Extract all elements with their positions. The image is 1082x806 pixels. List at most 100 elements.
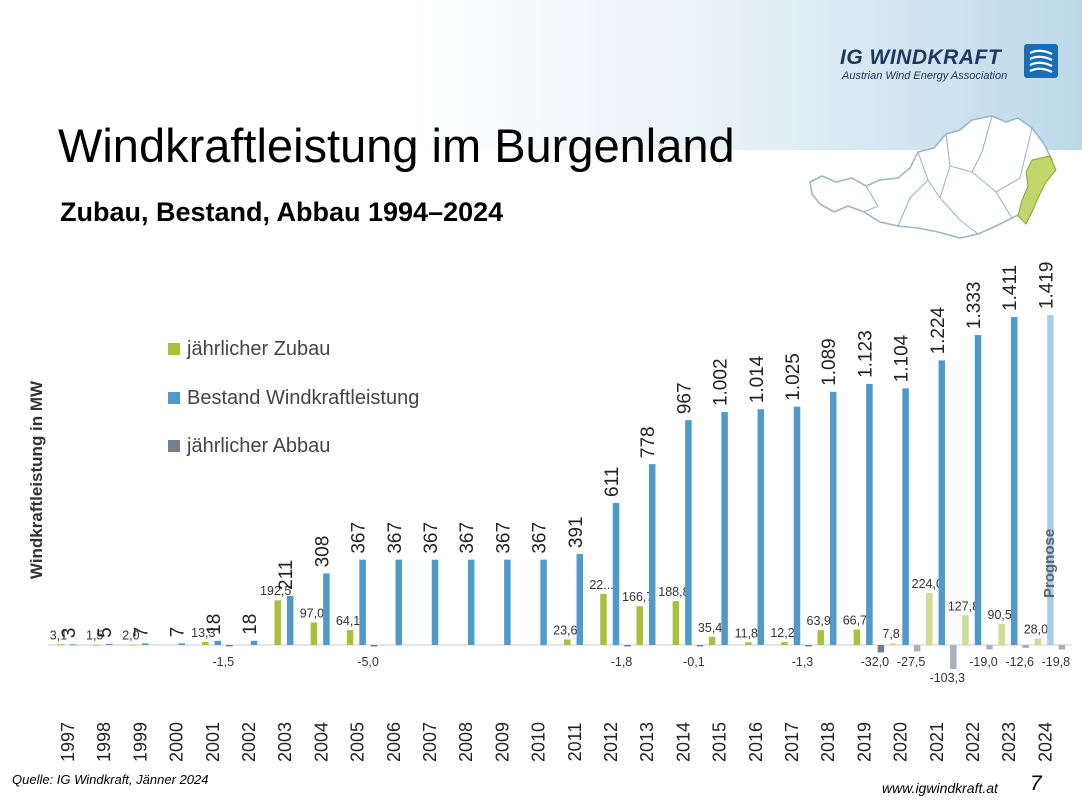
bar-bestand-2010 [540, 559, 547, 645]
legend-label-0: jährlicher Zubau [186, 338, 330, 360]
austria-map-icon [800, 108, 1062, 248]
legend-swatch-0 [168, 343, 180, 355]
label-zubau-2019: 66,7 [843, 613, 867, 627]
bar-bestand-2020 [902, 388, 909, 645]
bar-zubau-2022 [962, 615, 969, 645]
wind-logo-icon [1024, 44, 1058, 78]
label-bestand-2007: 367 [421, 522, 442, 554]
bar-bestand-1999 [142, 643, 149, 645]
header-gradient-background [0, 0, 1082, 150]
x-tick-2021: 2021 [927, 722, 947, 762]
x-tick-2005: 2005 [348, 722, 368, 762]
label-zubau-2022: 127,8 [948, 599, 979, 613]
page-title: Windkraftleistung im Burgenland [58, 119, 735, 172]
label-abbau-2019: -32,0 [861, 655, 890, 669]
label-bestand-2022: 1.333 [964, 282, 985, 330]
label-zubau-2015: 35,4 [698, 621, 722, 635]
label-zubau-2018: 63,9 [807, 614, 831, 628]
x-tick-2001: 2001 [203, 722, 223, 762]
bar-zubau-2021 [926, 592, 933, 645]
bar-zubau-2003 [274, 600, 281, 645]
bar-bestand-2005 [359, 559, 366, 645]
label-abbau-2017: -1,3 [792, 655, 814, 669]
bar-bestand-2007 [431, 559, 439, 645]
bar-abbau-2021 [950, 645, 957, 670]
label-bestand-2002: 18 [240, 614, 261, 635]
label-bestand-2005: 367 [349, 522, 370, 554]
bar-bestand-2018 [829, 391, 837, 645]
label-zubau-2017: 12,2 [770, 626, 794, 640]
legend-swatch-1 [168, 392, 180, 404]
label-bestand-2017: 1.025 [783, 353, 804, 401]
label-zubau-2020: 7,8 [882, 627, 899, 641]
bar-bestand-2002 [250, 640, 258, 645]
x-tick-2007: 2007 [420, 722, 440, 762]
x-tick-2004: 2004 [311, 722, 331, 762]
label-abbau-2023: -12,6 [1005, 655, 1034, 669]
bar-zubau-2017 [781, 642, 788, 645]
bar-bestand-1998 [105, 643, 113, 645]
bar-zubau-1998 [93, 644, 100, 646]
label-zubau-2005: 64,1 [336, 614, 360, 628]
x-tick-2018: 2018 [818, 722, 838, 762]
label-abbau-2022: -19,0 [969, 655, 998, 669]
bar-zubau-2023 [998, 623, 1005, 645]
bar-zubau-2024 [1034, 638, 1042, 645]
bar-bestand-2011 [576, 554, 584, 645]
label-bestand-1998: 5 [95, 627, 116, 638]
label-bestand-2011: 391 [566, 516, 587, 548]
bar-bestand-2024 [1047, 315, 1054, 645]
label-abbau-2021: -103,3 [930, 671, 965, 685]
x-tick-2023: 2023 [999, 722, 1019, 762]
bar-bestand-2008 [467, 559, 475, 645]
label-bestand-2015: 1.002 [711, 358, 732, 406]
prognose-annotation: Prognose [1041, 529, 1058, 598]
bar-zubau-2016 [745, 642, 752, 645]
x-tick-2008: 2008 [456, 722, 476, 762]
ig-windkraft-logo: IG WINDKRAFT Austrian Wind Energy Associ… [836, 44, 1066, 86]
label-bestand-2021: 1.224 [928, 306, 949, 354]
x-tick-1998: 1998 [94, 722, 114, 762]
source-note: Quelle: IG Windkraft, Jänner 2024 [12, 772, 209, 787]
label-zubau-2024: 28,0 [1024, 622, 1048, 636]
label-abbau-2005: -5,0 [357, 655, 379, 669]
bar-zubau-1997 [57, 644, 64, 646]
x-tick-2015: 2015 [710, 722, 730, 762]
x-tick-2020: 2020 [891, 722, 911, 762]
legend-swatch-2 [168, 440, 180, 452]
burgenland-region [1017, 155, 1057, 225]
y-axis-label: Windkraftleistung in MW [27, 380, 46, 579]
label-bestand-2008: 367 [457, 522, 478, 554]
label-abbau-2001: -1,5 [213, 655, 235, 669]
logo-subtitle: Austrian Wind Energy Association [842, 70, 1008, 82]
bar-zubau-2013 [636, 606, 643, 645]
label-bestand-2018: 1.089 [819, 338, 840, 386]
x-tick-2003: 2003 [275, 722, 295, 762]
label-zubau-2021: 224,0 [912, 577, 943, 591]
label-abbau-2024: -19,8 [1042, 655, 1071, 669]
label-zubau-2023: 90,5 [988, 608, 1012, 622]
label-bestand-2016: 1.014 [747, 355, 768, 403]
bar-bestand-1997 [69, 644, 77, 646]
x-tick-2006: 2006 [384, 722, 404, 762]
x-tick-2000: 2000 [167, 722, 187, 762]
label-bestand-2006: 367 [385, 522, 406, 554]
bar-zubau-2005 [346, 630, 354, 645]
bar-abbau-2017 [805, 645, 812, 647]
bar-bestand-2023 [1010, 316, 1018, 645]
x-tick-2014: 2014 [673, 722, 693, 762]
bar-abbau-2005 [370, 645, 378, 647]
x-tick-1999: 1999 [130, 722, 150, 762]
bar-bestand-2021 [938, 360, 946, 645]
bar-zubau-2011 [564, 639, 571, 645]
x-tick-2016: 2016 [746, 722, 766, 762]
bar-bestand-2022 [974, 335, 982, 645]
bar-zubau-2018 [817, 630, 824, 645]
bar-zubau-2012 [600, 593, 607, 645]
label-bestand-2001: 18 [204, 614, 225, 635]
website-link[interactable]: www.igwindkraft.at [882, 780, 998, 796]
label-bestand-2010: 367 [530, 522, 551, 554]
label-bestand-2000: 7 [168, 627, 189, 638]
label-bestand-2019: 1.123 [855, 330, 876, 378]
